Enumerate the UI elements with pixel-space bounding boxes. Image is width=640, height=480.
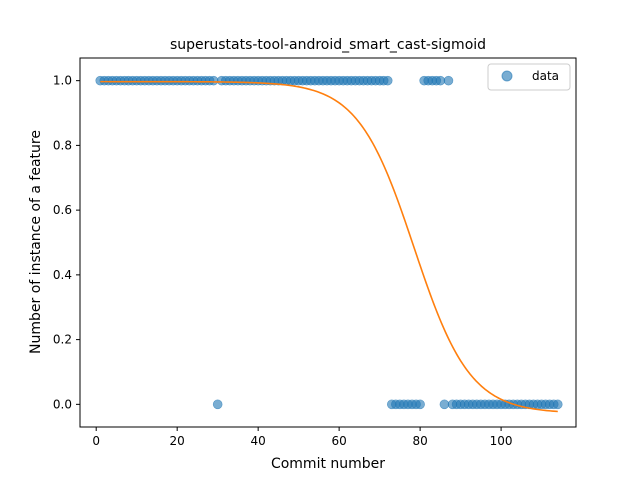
y-tick-label: 0.6 (53, 203, 72, 217)
x-axis-label: Commit number (271, 456, 385, 472)
y-axis-label: Number of instance of a feature (28, 130, 44, 354)
data-point (382, 75, 393, 86)
y-tick-label: 0.0 (53, 397, 72, 411)
y-tick-label: 0.8 (53, 138, 72, 152)
data-point (212, 399, 223, 410)
chart-title: superustats-tool-android_smart_cast-sigm… (170, 37, 486, 53)
x-tick-label: 60 (331, 434, 346, 448)
x-tick-label: 40 (251, 434, 266, 448)
axes-frame (79, 57, 577, 428)
x-tick-label: 0 (92, 434, 100, 448)
y-tick-label: 0.2 (53, 333, 72, 347)
data-point (439, 399, 450, 410)
legend-label: data (532, 69, 559, 83)
data-point (552, 399, 563, 410)
axis-ticks: 0 20 40 60 80 100 0.0 0.2 0.4 0.6 0.8 1.0 (53, 57, 577, 448)
data-point (435, 75, 446, 86)
legend: data (487, 63, 571, 91)
legend-box (487, 63, 571, 91)
y-tick-label: 1.0 (53, 74, 72, 88)
legend-marker (501, 70, 513, 82)
sigmoid-fit-line (100, 80, 558, 413)
data-point (415, 399, 425, 410)
x-tick-label: 20 (170, 434, 185, 448)
data-point (208, 75, 219, 86)
y-tick-label: 0.4 (53, 268, 72, 282)
x-tick-label: 100 (490, 434, 513, 448)
x-tick-label: 80 (412, 434, 427, 448)
data-point (443, 75, 454, 86)
plot-area (95, 75, 563, 413)
